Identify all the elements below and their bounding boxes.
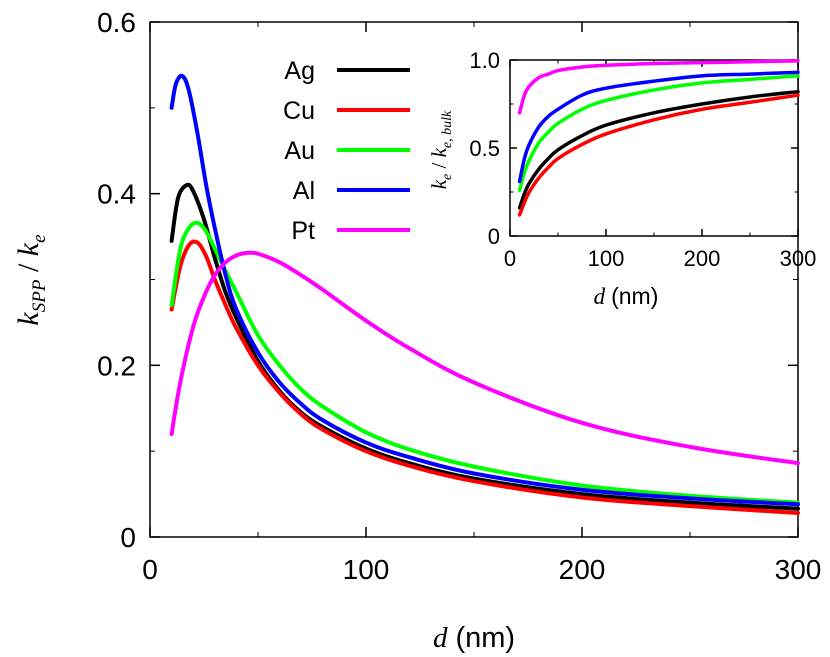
inset-plot-frame — [509, 59, 799, 237]
inset-y-tick-label: 0 — [488, 224, 500, 249]
legend-label-ag: Ag — [284, 57, 315, 85]
inset-series-lines — [517, 59, 800, 217]
main-series-line-cu — [169, 239, 800, 515]
inset-axis-ticks: 0 100 200 300 0 0.5 1.0 — [469, 48, 816, 271]
inset-series-line-ag — [517, 89, 800, 210]
inset-series-line-au — [517, 74, 800, 192]
main-axis-ticks: 0 100 200 300 0 0.2 0.4 0.6 — [97, 7, 821, 585]
main-series-line-au — [169, 220, 800, 505]
main-y-tick-label: 0.2 — [97, 350, 136, 381]
inset-series-line-pt — [517, 59, 800, 115]
legend-label-al: Al — [293, 177, 315, 205]
inset-x-tick-label: 100 — [588, 246, 625, 271]
main-x-axis-label: d (nm) — [433, 622, 515, 654]
main-x-tick-label: 200 — [559, 554, 606, 585]
legend-label-pt: Pt — [291, 217, 315, 245]
legend-label-au: Au — [284, 137, 315, 165]
main-y-tick-label: 0.6 — [97, 7, 136, 38]
inset-series-line-cu — [517, 93, 800, 217]
main-x-tick-label: 0 — [142, 554, 158, 585]
inset-y-axis-label: ke / ke, bulk — [427, 110, 455, 189]
main-series-line-pt — [169, 250, 800, 466]
inset-y-tick-label: 1.0 — [469, 48, 500, 73]
inset-x-axis-label: d (nm) — [594, 283, 659, 309]
main-y-tick-label: 0 — [120, 522, 136, 553]
main-x-tick-label: 300 — [775, 554, 822, 585]
main-x-tick-label: 100 — [343, 554, 390, 585]
main-series-line-al — [169, 73, 800, 507]
main-series-lines — [169, 73, 800, 515]
main-y-tick-label: 0.4 — [97, 179, 136, 210]
legend: Ag Cu Au Al Pt — [283, 57, 410, 245]
inset-series-line-al — [517, 70, 800, 184]
inset-x-tick-label: 300 — [780, 246, 817, 271]
inset-x-tick-label: 200 — [684, 246, 721, 271]
inset-x-tick-label: 0 — [504, 246, 516, 271]
legend-label-cu: Cu — [283, 97, 315, 125]
inset-y-tick-label: 0.5 — [469, 136, 500, 161]
main-y-axis-label: kSPP / ke — [12, 234, 50, 325]
